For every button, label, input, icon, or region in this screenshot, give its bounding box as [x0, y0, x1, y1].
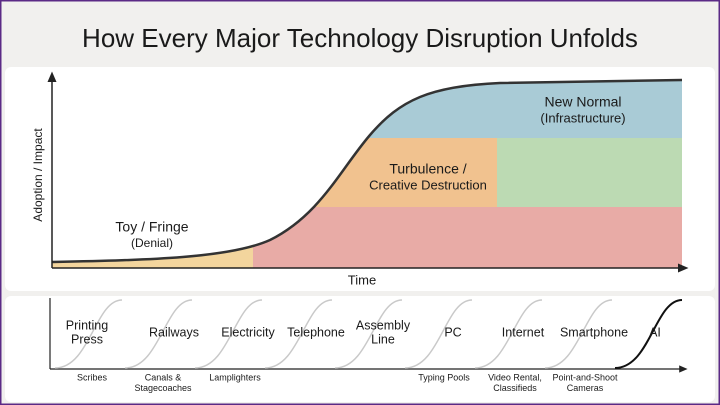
- replaced-label: Video Rental,: [488, 372, 542, 382]
- s-curve: [194, 299, 263, 369]
- technology-name: Smartphone: [560, 325, 628, 339]
- replaced-label: Lamplighters: [209, 372, 261, 382]
- adoption-curve: [51, 78, 683, 264]
- s-curve: [334, 299, 403, 369]
- phase-name: Toy / Fringe: [115, 219, 188, 235]
- technology-name: AI: [649, 325, 661, 339]
- technology-name: Printing: [66, 318, 108, 332]
- phase-name: Turbulence /: [389, 161, 466, 177]
- timeline-panel: [5, 296, 715, 402]
- replaced-label: Scribes: [77, 372, 108, 382]
- growth-region: [497, 138, 682, 207]
- y-axis-label: Adoption / Impact: [31, 128, 45, 222]
- replaced-label: Point-and-Shoot: [552, 372, 618, 382]
- technology-name: PC: [444, 325, 461, 339]
- technology-name: Railways: [149, 325, 199, 339]
- s-curve: [404, 299, 473, 369]
- replaced-label: Stagecoaches: [134, 383, 192, 393]
- s-curve: [264, 299, 333, 369]
- replaced-label: Classifieds: [493, 383, 537, 393]
- s-curve: [544, 299, 613, 369]
- x-axis-label: Time: [348, 272, 376, 287]
- technology-name: Internet: [502, 325, 545, 339]
- s-curve: [124, 299, 193, 369]
- phase-note: Creative Destruction: [369, 177, 487, 192]
- s-curve: [614, 299, 683, 369]
- phase-name: New Normal: [544, 94, 621, 110]
- s-curve: [54, 299, 123, 369]
- phase-note: (Denial): [131, 236, 173, 250]
- replaced-label: Typing Pools: [418, 372, 470, 382]
- replaced-label: Cameras: [567, 383, 604, 393]
- technology-name: Line: [371, 332, 395, 346]
- replaced-label: Canals &: [145, 372, 182, 382]
- s-curve: [474, 299, 543, 369]
- phase-note: (Infrastructure): [540, 110, 625, 125]
- decline-region: [253, 207, 682, 268]
- technology-name: Electricity: [221, 325, 275, 339]
- technology-name: Press: [71, 332, 103, 346]
- title: How Every Major Technology Disruption Un…: [82, 23, 638, 53]
- technology-name: Telephone: [287, 325, 345, 339]
- technology-name: Assembly: [356, 318, 411, 332]
